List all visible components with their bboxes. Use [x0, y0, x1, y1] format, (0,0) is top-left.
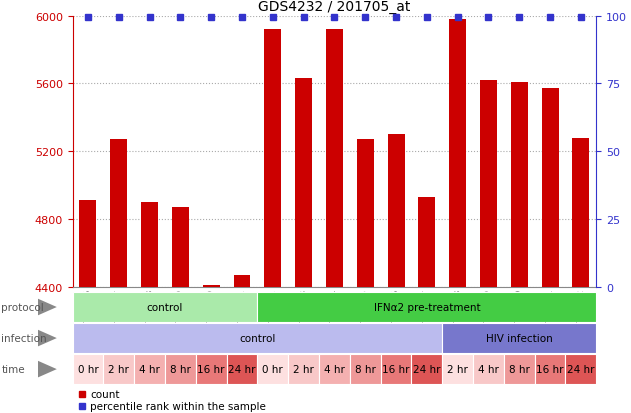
Bar — [418, 197, 435, 287]
Text: 8 hr: 8 hr — [355, 364, 375, 374]
Text: protocol: protocol — [1, 302, 44, 312]
Bar — [380, 354, 411, 384]
Text: 2 hr: 2 hr — [293, 364, 314, 374]
Text: 4 hr: 4 hr — [478, 364, 499, 374]
Bar — [103, 354, 134, 384]
Bar — [326, 30, 343, 287]
Title: GDS4232 / 201705_at: GDS4232 / 201705_at — [258, 0, 411, 14]
Text: IFNα2 pre-treatment: IFNα2 pre-treatment — [374, 302, 480, 312]
Bar — [73, 354, 103, 384]
Bar — [73, 323, 442, 353]
Bar — [134, 354, 165, 384]
Text: 4 hr: 4 hr — [139, 364, 160, 374]
Bar — [511, 83, 528, 287]
Text: HIV infection: HIV infection — [486, 333, 553, 343]
Bar — [233, 275, 251, 287]
Text: 0 hr: 0 hr — [78, 364, 98, 374]
Text: 16 hr: 16 hr — [382, 364, 410, 374]
Text: 24 hr: 24 hr — [413, 364, 440, 374]
Bar — [172, 208, 189, 287]
Bar — [387, 135, 404, 287]
Text: 2 hr: 2 hr — [447, 364, 468, 374]
Bar — [504, 354, 534, 384]
Bar — [319, 354, 350, 384]
Text: time: time — [1, 364, 25, 374]
Bar — [565, 354, 596, 384]
Bar — [295, 79, 312, 287]
Bar — [442, 323, 596, 353]
Text: 8 hr: 8 hr — [170, 364, 191, 374]
Polygon shape — [38, 330, 57, 347]
Bar — [473, 354, 504, 384]
Bar — [534, 354, 565, 384]
Bar — [357, 140, 374, 287]
Bar — [257, 354, 288, 384]
Text: 0 hr: 0 hr — [262, 364, 283, 374]
Bar — [80, 201, 97, 287]
Bar — [73, 292, 257, 322]
Text: 4 hr: 4 hr — [324, 364, 345, 374]
Bar — [196, 354, 227, 384]
Bar — [264, 30, 281, 287]
Polygon shape — [38, 361, 57, 377]
Bar — [165, 354, 196, 384]
Text: 16 hr: 16 hr — [198, 364, 225, 374]
Bar — [350, 354, 380, 384]
Polygon shape — [38, 299, 57, 316]
Legend: count, percentile rank within the sample: count, percentile rank within the sample — [78, 389, 266, 411]
Bar — [288, 354, 319, 384]
Text: control: control — [147, 302, 183, 312]
Text: control: control — [239, 333, 276, 343]
Bar — [480, 81, 497, 287]
Bar — [541, 89, 558, 287]
Bar — [449, 20, 466, 287]
Bar — [572, 138, 589, 287]
Text: 8 hr: 8 hr — [509, 364, 529, 374]
Bar — [227, 354, 257, 384]
Text: infection: infection — [1, 333, 47, 343]
Bar — [442, 354, 473, 384]
Bar — [110, 140, 127, 287]
Text: 16 hr: 16 hr — [536, 364, 564, 374]
Text: 24 hr: 24 hr — [228, 364, 256, 374]
Text: 2 hr: 2 hr — [109, 364, 129, 374]
Text: 24 hr: 24 hr — [567, 364, 594, 374]
Bar — [411, 354, 442, 384]
Bar — [203, 285, 220, 287]
Bar — [257, 292, 596, 322]
Bar — [141, 202, 158, 287]
